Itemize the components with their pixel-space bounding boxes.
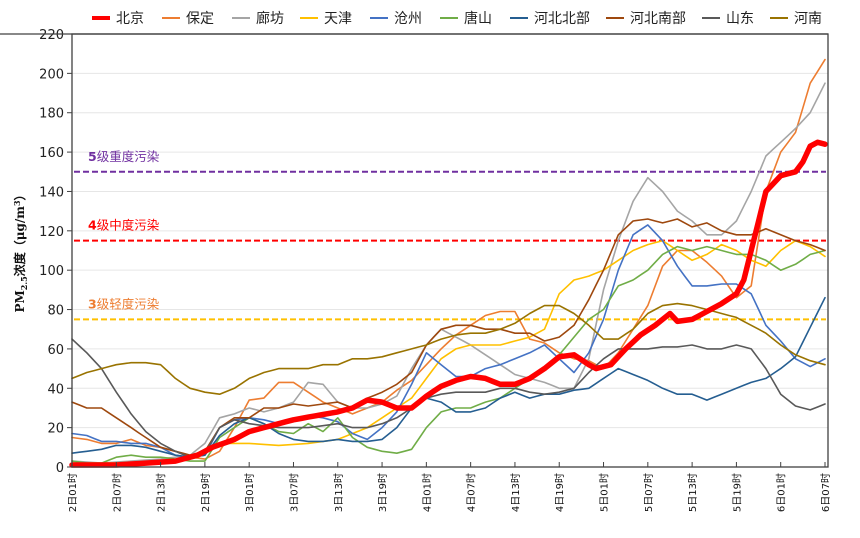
- threshold-lines: 5级重度污染 4级中度污染 3级轻度污染: [74, 149, 826, 321]
- threshold-label: 3级轻度污染: [88, 296, 160, 311]
- x-tick-label: 3日19时: [377, 473, 389, 512]
- y-tick-label: 200: [39, 67, 64, 82]
- threshold-level: 4: [88, 218, 97, 233]
- legend-label: 北京: [116, 11, 144, 27]
- series-line-河北北部: [71, 296, 826, 458]
- y-axis-label-sub: 2.5: [19, 276, 29, 290]
- y-tick-label: 20: [47, 422, 64, 437]
- plot-frame: [71, 33, 829, 468]
- y-tick-label: 140: [39, 185, 64, 200]
- x-tick-label: 5日19时: [731, 473, 743, 512]
- y-tick-label: 160: [39, 146, 64, 161]
- legend-label: 天津: [324, 11, 352, 27]
- y-tick-label: 180: [39, 107, 64, 122]
- gridlines: [72, 72, 828, 429]
- x-tick-label: 5日01时: [599, 473, 611, 512]
- x-tick-label: 3日13时: [333, 473, 345, 512]
- series-line-保定: [71, 58, 826, 460]
- series-line-河南: [71, 302, 826, 395]
- y-axis-label-main: PM: [13, 290, 27, 312]
- y-axis-label-sup: 3: [12, 200, 22, 206]
- x-tick-label: 2日13时: [156, 473, 168, 512]
- y-tick-label: 40: [47, 382, 64, 397]
- threshold-text: 级中度污染: [97, 218, 160, 233]
- threshold-text: 级重度污染: [97, 149, 160, 164]
- legend-label: 廊坊: [256, 10, 284, 27]
- threshold-level: 3: [88, 296, 97, 311]
- series-line-天津: [71, 239, 826, 464]
- x-tick-label: 3日07时: [288, 473, 300, 512]
- x-tick-label: 3日01时: [244, 473, 256, 512]
- series-line-唐山: [71, 245, 826, 464]
- x-tick-label: 2日01时: [67, 473, 79, 512]
- y-axis-label-rest: 浓度（μg/m: [12, 206, 27, 277]
- x-tick-label: 5日13时: [687, 473, 699, 512]
- y-tick-label: 220: [39, 28, 64, 43]
- legend-label: 河北南部: [630, 11, 686, 27]
- threshold-level: 5: [88, 149, 97, 164]
- legend: 北京 保定 廊坊 天津 沧州 唐山 河北北部 河北南部 山东 河南: [92, 10, 822, 27]
- x-tick-label: 4日01时: [421, 473, 433, 512]
- threshold-text: 级轻度污染: [97, 296, 160, 311]
- x-tick-label: 4日13时: [510, 473, 522, 512]
- legend-label: 保定: [186, 11, 214, 27]
- series-line-廊坊: [71, 82, 826, 464]
- x-axis: 2日01时 2日07时 2日13时 2日19时 3日01时 3日07时 3日13时 3日19时…: [67, 462, 832, 512]
- x-tick-label: 2日07时: [111, 473, 123, 512]
- x-tick-label: 4日07时: [466, 473, 478, 512]
- legend-label: 沧州: [394, 10, 422, 27]
- y-axis-label: PM2.5浓度（μg/m3）: [12, 188, 29, 312]
- y-tick-label: 120: [39, 225, 64, 240]
- x-tick-label: 5日07时: [643, 473, 655, 512]
- y-tick-label: 60: [47, 343, 64, 358]
- y-axis: 0 20 40 60 80 100 120 140 160 180 200 220: [39, 28, 72, 476]
- threshold-label: 5级重度污染: [88, 149, 160, 164]
- legend-label: 河北北部: [534, 11, 590, 27]
- threshold-label: 4级中度污染: [88, 218, 160, 233]
- series-line-北京: [69, 139, 828, 468]
- x-tick-label: 6日01时: [776, 473, 788, 512]
- x-tick-label: 6日07时: [820, 473, 832, 512]
- legend-label: 山东: [726, 11, 754, 27]
- y-tick-label: 100: [39, 264, 64, 279]
- x-tick-label: 2日19时: [200, 473, 212, 512]
- y-tick-label: 80: [47, 304, 64, 319]
- legend-label: 河南: [794, 11, 822, 27]
- legend-label: 唐山: [464, 10, 492, 27]
- x-tick-label: 4日19时: [554, 473, 566, 512]
- y-axis-label-end: ）: [12, 188, 27, 200]
- y-tick-label: 0: [56, 461, 64, 476]
- series-lines: [69, 58, 828, 468]
